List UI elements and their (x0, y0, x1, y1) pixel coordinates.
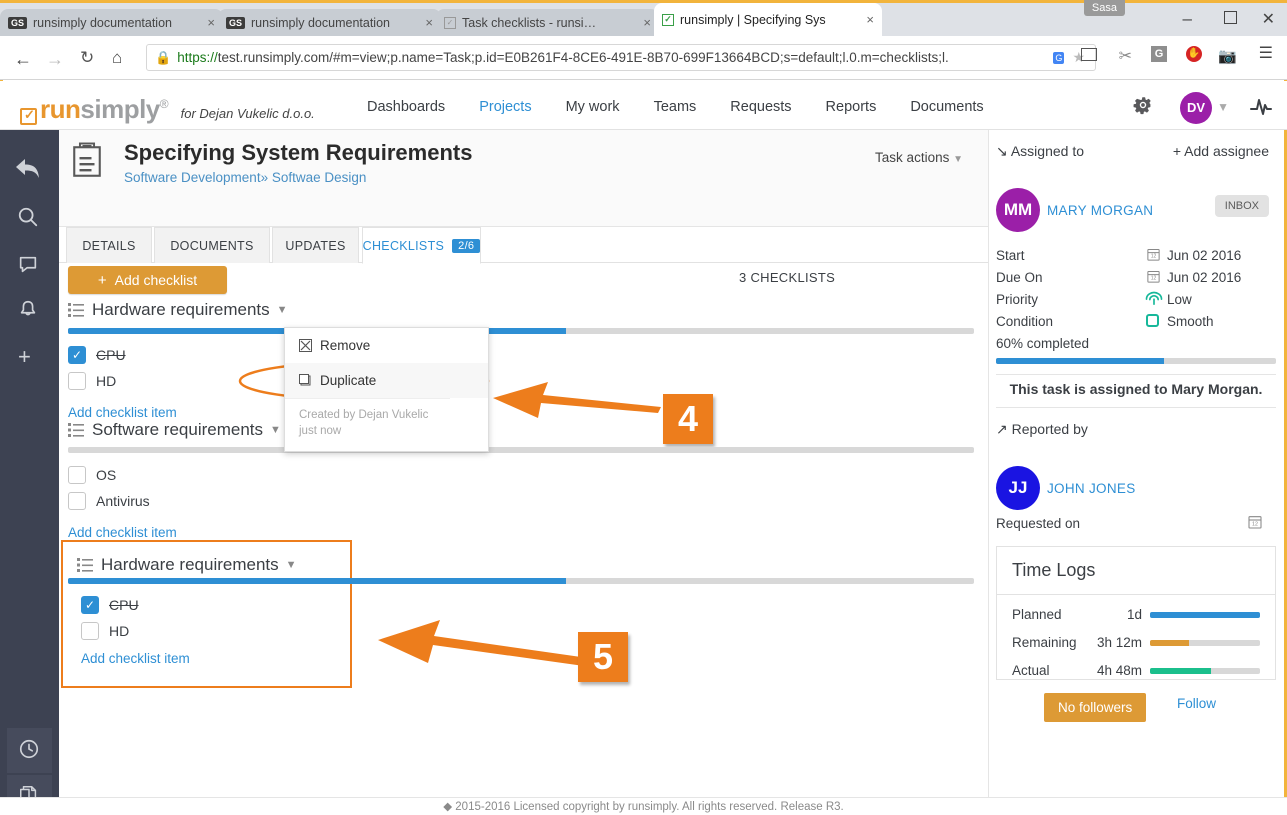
svg-text:12: 12 (1151, 254, 1157, 260)
svg-text:12: 12 (1252, 521, 1258, 527)
svg-text:12: 12 (1151, 276, 1157, 282)
